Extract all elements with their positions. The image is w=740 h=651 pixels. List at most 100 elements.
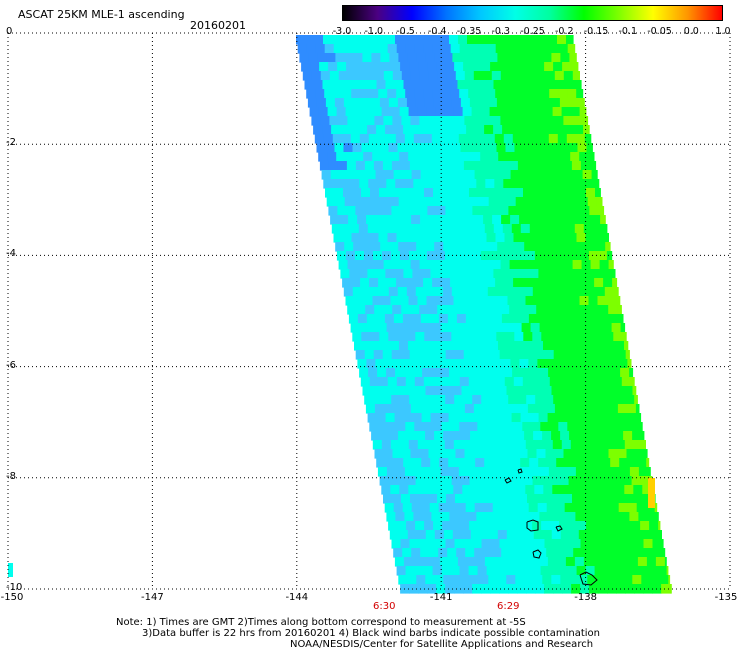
swath-cell — [423, 89, 433, 99]
swath-cell — [420, 503, 431, 513]
swath-cell — [383, 494, 393, 504]
swath-cell — [413, 35, 423, 45]
swath-cell — [358, 269, 368, 279]
swath-cell — [644, 449, 648, 459]
swath-cell — [405, 89, 415, 99]
swath-cell — [596, 197, 603, 207]
swath-cell — [515, 575, 525, 585]
swath-cell — [410, 260, 421, 270]
swath-cell — [531, 566, 542, 576]
swath-cell — [389, 431, 399, 441]
swath-cell — [471, 152, 481, 162]
swath-cell — [563, 494, 573, 504]
swath-cell — [439, 458, 449, 468]
swath-cell — [405, 377, 416, 387]
swath-cell — [439, 125, 449, 135]
swath-cell — [388, 98, 399, 108]
swath-cell — [406, 188, 416, 198]
swath-cell — [625, 539, 636, 549]
swath-cell — [436, 395, 446, 405]
swath-cell — [419, 449, 430, 459]
swath-cell — [352, 188, 362, 198]
swath-cell — [492, 215, 502, 225]
swath-cell — [452, 53, 462, 63]
swath-cell — [624, 341, 629, 351]
swath-cell — [564, 548, 574, 558]
swath-cell — [591, 314, 602, 324]
swath-cell — [476, 179, 486, 189]
swath-cell — [528, 359, 538, 369]
swath-cell — [446, 260, 457, 270]
swath-cell — [328, 62, 338, 72]
swath-cell — [346, 62, 356, 72]
swath-cell — [331, 80, 342, 90]
swath-cell — [641, 431, 645, 441]
longitude-tick-label: -141 — [429, 592, 453, 603]
swath-cell — [362, 53, 372, 63]
swath-cell — [577, 143, 588, 153]
swath-cell — [546, 314, 557, 324]
swath-cell — [363, 296, 374, 306]
swath-cell — [501, 170, 512, 180]
swath-cell — [540, 44, 551, 54]
swath-cell — [395, 179, 405, 189]
swath-cell — [449, 134, 460, 144]
swath-cell — [502, 80, 513, 90]
swath-cell — [334, 98, 345, 108]
swath-cell — [493, 413, 504, 423]
swath-cell — [514, 287, 525, 297]
swath-cell — [411, 314, 422, 324]
swath-cell — [438, 359, 448, 369]
swath-cell — [488, 242, 498, 252]
swath-cell — [367, 413, 378, 423]
swath-cell — [608, 305, 618, 315]
swath-cell — [602, 323, 613, 333]
swath-cell — [327, 107, 338, 117]
swath-cell — [513, 566, 524, 576]
swath-cell — [574, 458, 584, 468]
swath-cell — [409, 584, 419, 594]
swath-cell — [552, 107, 563, 117]
swath-cell — [532, 98, 543, 108]
swath-cell — [421, 458, 431, 468]
swath-cell — [377, 134, 388, 144]
swath-cell — [556, 125, 566, 135]
swath-cell — [455, 404, 466, 414]
swath-cell — [547, 557, 558, 567]
swath-cell — [507, 296, 518, 306]
swath-cell — [416, 575, 426, 585]
swath-cell — [475, 413, 486, 423]
swath-cell — [457, 224, 468, 234]
swath-cell — [443, 242, 453, 252]
swath-cell — [534, 440, 545, 450]
swath-cell — [342, 89, 352, 99]
swath-cell — [388, 476, 399, 486]
swath-cell — [307, 98, 318, 108]
colorbar-tick-label: -0.2 — [554, 26, 574, 37]
swath-cell — [449, 512, 459, 522]
swath-cell — [505, 332, 515, 342]
swath-cell — [400, 350, 411, 360]
swath-cell — [411, 548, 421, 558]
swath-cell — [394, 458, 404, 468]
swath-cell — [531, 44, 542, 54]
swath-cell — [467, 179, 477, 189]
swath-cell — [358, 80, 369, 90]
swath-cell — [632, 431, 642, 441]
swath-cell — [605, 530, 616, 540]
swath-cell — [566, 134, 577, 144]
swath-cell — [524, 53, 534, 63]
swath-cell — [323, 179, 333, 189]
swath-cell — [427, 62, 437, 72]
swath-cell — [609, 503, 620, 513]
swath-cell — [473, 116, 483, 126]
swath-cell — [518, 71, 529, 81]
swath-cell — [522, 377, 533, 387]
swath-cell — [528, 314, 539, 324]
swath-cell — [548, 512, 558, 522]
swath-cell — [448, 269, 458, 279]
swath-cell — [486, 44, 497, 54]
swath-cell — [603, 377, 614, 387]
swath-cell — [379, 143, 390, 153]
swath-cell — [472, 539, 483, 549]
